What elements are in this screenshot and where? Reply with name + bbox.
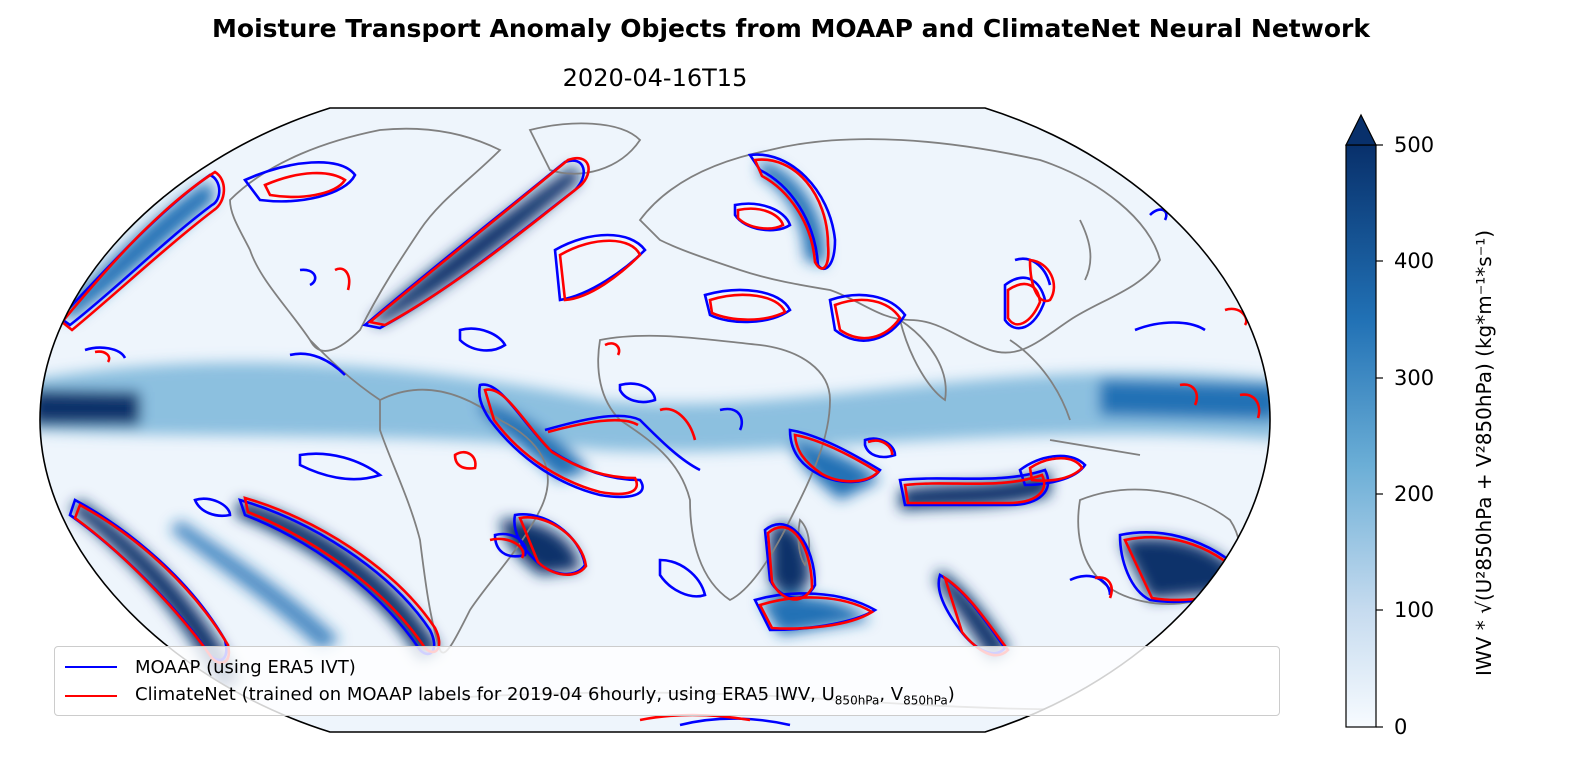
colorbar-tick-100: 100 — [1394, 598, 1435, 622]
legend: MOAAP (using ERA5 IVT) ClimateNet (train… — [54, 646, 1280, 716]
colorbar-tick-500: 500 — [1394, 133, 1435, 157]
legend-swatch-blue — [65, 666, 117, 668]
legend-entry-moaap: MOAAP (using ERA5 IVT) — [65, 654, 356, 680]
colorbar-extend-arrow — [1345, 113, 1377, 146]
figure-subtitle: 2020-04-16T15 — [562, 64, 748, 92]
legend-label-climatenet: ClimateNet (trained on MOAAP labels for … — [135, 684, 955, 708]
legend-entry-climatenet: ClimateNet (trained on MOAAP labels for … — [65, 683, 955, 709]
colorbar-tick-200: 200 — [1394, 482, 1435, 506]
colorbar-ticks — [1376, 144, 1383, 728]
colorbar-gradient — [1345, 144, 1377, 728]
legend-swatch-red — [65, 695, 117, 697]
colorbar — [1345, 113, 1383, 728]
legend-label-moaap: MOAAP (using ERA5 IVT) — [135, 656, 356, 678]
map-area — [40, 108, 1270, 732]
colorbar-label: IWV * √(U²850hPa + V²850hPa) (kg*m⁻¹*s⁻¹… — [1472, 229, 1496, 676]
figure-title: Moisture Transport Anomaly Objects from … — [212, 14, 1370, 43]
colorbar-tick-0: 0 — [1394, 715, 1408, 739]
colorbar-tick-400: 400 — [1394, 249, 1435, 273]
map-border — [39, 107, 1271, 733]
colorbar-tick-300: 300 — [1394, 366, 1435, 390]
